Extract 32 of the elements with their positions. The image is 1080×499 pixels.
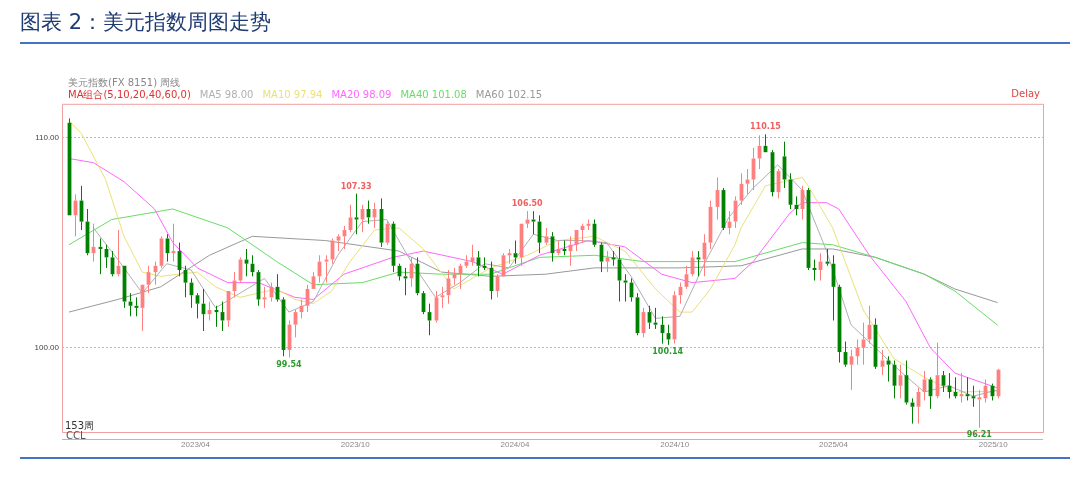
y-tick-label: 100.00	[34, 343, 60, 353]
x-tick-label: 2023/10	[340, 440, 371, 449]
annotation: 99.54	[276, 359, 302, 369]
x-tick-label: 2024/04	[500, 440, 530, 449]
candlestick	[886, 355, 891, 383]
text: MA40 101.08	[400, 89, 467, 100]
candlestick	[336, 233, 341, 252]
text: Delay	[1011, 88, 1040, 99]
candlestick	[244, 248, 249, 277]
annotation: CCL	[66, 429, 86, 441]
annotation: 107.33	[340, 181, 372, 191]
annotation: 96.21	[966, 429, 993, 439]
chart-subtitle: 美元指数(FX 8151) 周线	[68, 76, 181, 90]
x-tick-label: 2025/04	[819, 440, 849, 449]
text: MA20 98.09	[331, 89, 392, 100]
candlestick	[470, 244, 475, 267]
chart-title: 图表 2：美元指数周图走势	[20, 9, 272, 36]
text: MA10 97.94	[262, 89, 323, 100]
annotation: 110.15	[750, 122, 782, 132]
text: MA60 102.15	[475, 89, 543, 100]
x-tick-label: 2024/10	[660, 440, 690, 449]
legend-title: MA组合(5,10,20,40,60,0)	[68, 89, 191, 100]
candlestick	[324, 254, 329, 284]
x-tick-label: 2023/04	[181, 440, 211, 449]
annotation: 153周	[65, 419, 95, 431]
y-tick-label: 110.00	[35, 132, 60, 142]
annotation: 106.50	[511, 199, 544, 209]
x-tick-label: 2025/10	[978, 440, 1009, 449]
text: MA5 98.00	[199, 89, 254, 100]
candlestick	[354, 193, 359, 235]
annotation: 100.14	[652, 346, 684, 356]
candlestick	[605, 250, 610, 273]
